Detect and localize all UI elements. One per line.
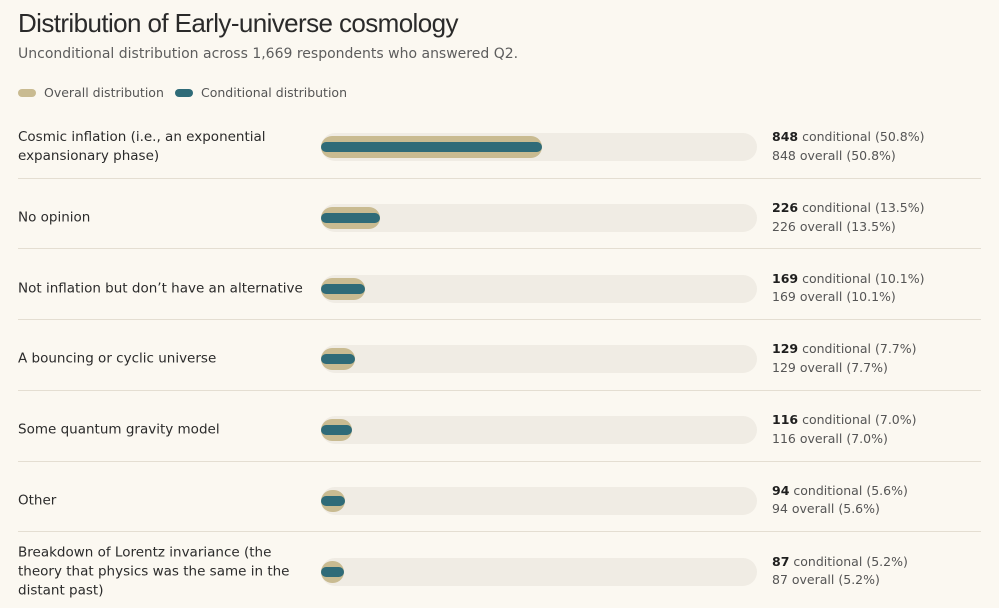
count: 226 xyxy=(772,218,796,234)
value-label: 129 conditional (7.7%) xyxy=(772,341,917,356)
percent: (5.6%) xyxy=(838,501,880,517)
bar-track xyxy=(321,486,757,515)
value-label: 129 overall (7.7%) xyxy=(772,360,888,375)
series-word: conditional xyxy=(802,129,872,145)
series-word: conditional xyxy=(802,270,872,286)
bar-track xyxy=(321,345,757,374)
legend-label: Overall distribution xyxy=(44,85,164,100)
percent: (7.7%) xyxy=(875,341,917,357)
series-word: conditional xyxy=(802,412,872,428)
legend-swatch xyxy=(18,88,36,97)
count: 129 xyxy=(772,359,796,375)
count: 169 xyxy=(772,289,796,305)
category-label: Cosmic inflation (i.e., an exponential e… xyxy=(18,129,266,165)
category-label: No opinion xyxy=(18,209,91,226)
value-label: 169 overall (10.1%) xyxy=(772,289,896,304)
bar xyxy=(321,354,355,365)
percent: (7.0%) xyxy=(875,412,917,428)
bar xyxy=(321,213,380,224)
value-label: 87 overall (5.2%) xyxy=(772,572,880,587)
bar xyxy=(321,425,352,436)
series-word: overall xyxy=(799,430,843,446)
category-label: Other xyxy=(18,492,57,509)
percent: (5.2%) xyxy=(838,572,880,588)
row-separator xyxy=(18,319,981,320)
series-word: conditional xyxy=(793,553,863,569)
bar-track xyxy=(321,274,757,303)
count: 94 xyxy=(772,482,790,498)
count: 848 xyxy=(772,147,796,163)
bar xyxy=(321,566,344,577)
series-word: overall xyxy=(791,501,835,517)
count: 116 xyxy=(772,412,799,428)
row-separator xyxy=(18,531,981,532)
percent: (10.1%) xyxy=(875,270,925,286)
series-word: overall xyxy=(799,147,843,163)
category-label: A bouncing or cyclic universe xyxy=(18,350,217,367)
series-word: overall xyxy=(799,359,843,375)
row-separator xyxy=(18,178,981,179)
value-label: 226 conditional (13.5%) xyxy=(772,200,924,215)
chart-subtitle: Unconditional distribution across 1,669 … xyxy=(18,46,519,62)
value-label: 848 overall (50.8%) xyxy=(772,148,896,163)
bar-track xyxy=(321,557,757,586)
count: 116 xyxy=(772,430,796,446)
value-label: 94 conditional (5.6%) xyxy=(772,483,908,498)
count: 87 xyxy=(772,572,788,588)
value-label: 848 conditional (50.8%) xyxy=(772,129,924,144)
series-word: overall xyxy=(799,289,843,305)
percent: (5.2%) xyxy=(866,553,908,569)
count: 129 xyxy=(772,341,799,357)
percent: (50.8%) xyxy=(846,147,896,163)
value-label: 94 overall (5.6%) xyxy=(772,501,880,516)
legend-item: Conditional distribution xyxy=(175,85,347,100)
legend-label: Conditional distribution xyxy=(201,85,347,100)
percent: (7.7%) xyxy=(846,359,888,375)
value-label: 116 overall (7.0%) xyxy=(772,431,888,446)
percent: (5.6%) xyxy=(866,482,908,498)
bar xyxy=(321,283,366,294)
row-separator xyxy=(18,461,981,462)
percent: (10.1%) xyxy=(846,289,896,305)
series-word: conditional xyxy=(802,200,872,216)
value-label: 116 conditional (7.0%) xyxy=(772,412,917,427)
series-word: overall xyxy=(791,572,835,588)
percent: (13.5%) xyxy=(875,200,925,216)
series-word: conditional xyxy=(802,341,872,357)
value-label: 226 overall (13.5%) xyxy=(772,219,896,234)
bar-track xyxy=(321,204,757,233)
row-separator xyxy=(18,248,981,249)
percent: (13.5%) xyxy=(846,218,896,234)
legend-swatch xyxy=(175,88,193,97)
count: 87 xyxy=(772,553,790,569)
bar xyxy=(321,142,543,153)
chart-title: Distribution of Early-universe cosmology xyxy=(18,8,458,38)
count: 848 xyxy=(772,129,799,145)
category-label: Some quantum gravity model xyxy=(18,421,220,438)
bar-track xyxy=(321,416,757,445)
count: 226 xyxy=(772,200,799,216)
category-label: Breakdown of Lorentz invariance (the the… xyxy=(18,544,290,599)
count: 94 xyxy=(772,501,788,517)
row-separator xyxy=(18,390,981,391)
category-label: Not inflation but don’t have an alternat… xyxy=(18,280,303,297)
value-label: 87 conditional (5.2%) xyxy=(772,554,908,569)
count: 169 xyxy=(772,270,799,286)
series-word: overall xyxy=(799,218,843,234)
legend-item: Overall distribution xyxy=(18,85,164,100)
value-label: 169 conditional (10.1%) xyxy=(772,271,924,286)
series-word: conditional xyxy=(793,482,863,498)
percent: (50.8%) xyxy=(875,129,925,145)
bar xyxy=(321,495,346,506)
percent: (7.0%) xyxy=(846,430,888,446)
